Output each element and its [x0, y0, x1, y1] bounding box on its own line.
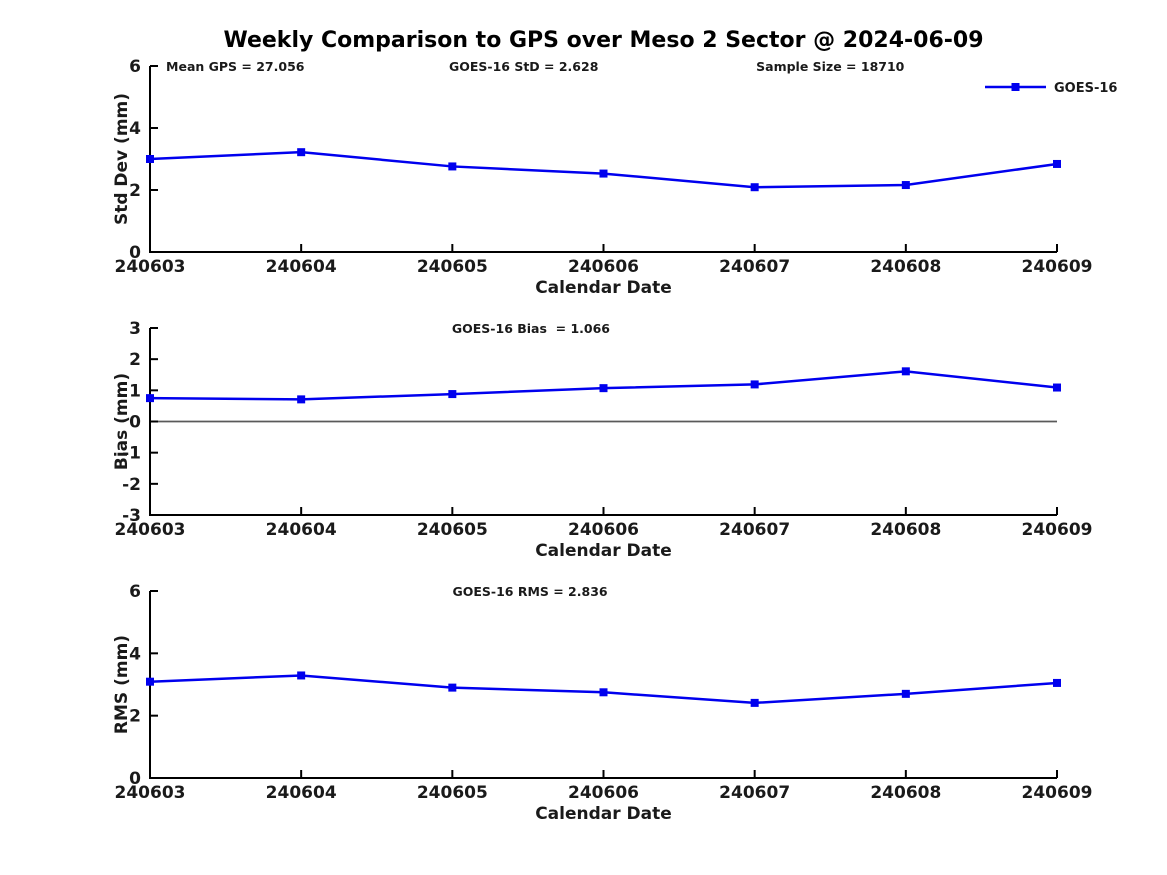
series-marker-std-dev	[599, 169, 608, 178]
series-marker-bias	[146, 394, 154, 403]
y-tick-label-std-dev: 0	[129, 243, 141, 263]
series-marker-bias	[448, 390, 457, 399]
y-tick-label-bias: -3	[122, 506, 141, 526]
y-tick-label-bias: 3	[129, 319, 141, 339]
series-marker-rms	[599, 688, 608, 697]
y-tick-label-rms: 4	[129, 644, 141, 664]
y-tick-label-rms: 6	[129, 582, 141, 602]
x-tick-label-std-dev: 240606	[568, 257, 639, 277]
y-tick-label-std-dev: 4	[129, 119, 141, 139]
x-tick-label-rms: 240605	[417, 783, 488, 803]
series-marker-std-dev	[1053, 159, 1061, 168]
annotation-bias: GOES-16 Bias = 1.066	[452, 321, 610, 336]
series-marker-bias	[599, 384, 608, 393]
x-tick-label-rms: 240607	[719, 783, 790, 803]
series-marker-rms	[750, 698, 759, 707]
annotation-std-dev: Mean GPS = 27.056	[166, 59, 305, 74]
series-marker-bias	[901, 367, 910, 376]
legend-std-dev: GOES-16	[985, 81, 1117, 96]
x-tick-label-rms: 240604	[266, 783, 337, 803]
x-axis-label-std-dev: Calendar Date	[535, 278, 672, 298]
y-tick-label-std-dev: 6	[129, 57, 141, 77]
x-tick-label-rms: 240606	[568, 783, 639, 803]
subplot-std-dev: 0 2 4 6 240603 240604 240605 240606 240607 240608…	[112, 57, 1117, 298]
series-marker-rms	[1053, 678, 1061, 687]
x-tick-label-rms: 240608	[870, 783, 941, 803]
y-axis-label-std-dev: Std Dev (mm)	[112, 93, 132, 225]
series-marker-rms	[901, 689, 910, 698]
x-tick-label-bias: 240606	[568, 520, 639, 540]
series-marker-rms	[297, 671, 306, 680]
annotation-rms: GOES-16 RMS = 2.836	[452, 584, 607, 599]
y-tick-label-std-dev: 2	[129, 181, 141, 201]
y-tick-label-bias: 0	[129, 413, 141, 433]
x-axis-label-rms: Calendar Date	[535, 804, 672, 824]
y-tick-label-bias: 1	[129, 381, 141, 401]
series-marker-rms	[146, 677, 154, 686]
legend-marker-sample	[1011, 83, 1020, 91]
series-marker-std-dev	[146, 155, 154, 163]
x-tick-label-bias: 240607	[719, 520, 790, 540]
annotation-std-dev: GOES-16 StD = 2.628	[449, 59, 598, 74]
series-marker-std-dev	[448, 162, 457, 171]
x-tick-label-bias: 240609	[1022, 520, 1093, 540]
series-marker-bias	[750, 380, 759, 389]
x-tick-label-std-dev: 240603	[115, 257, 186, 277]
subplot-bias: -3 -2 -1 0 1 2 3 240603 240604 240605 240606 240607…	[112, 319, 1092, 561]
series-marker-bias	[297, 395, 306, 404]
x-tick-label-std-dev: 240608	[870, 257, 941, 277]
x-tick-label-std-dev: 240604	[266, 257, 337, 277]
subplot-rms: 0 2 4 6 240603 240604 240605 240606 240607 240608…	[112, 582, 1092, 824]
y-tick-label-rms: 0	[129, 769, 141, 789]
x-tick-label-std-dev: 240607	[719, 257, 790, 277]
x-tick-label-bias: 240603	[115, 520, 186, 540]
series-marker-std-dev	[750, 183, 759, 192]
x-tick-label-bias: 240604	[266, 520, 337, 540]
figure-title: Weekly Comparison to GPS over Meso 2 Sec…	[223, 28, 984, 53]
series-marker-std-dev	[901, 181, 910, 190]
y-axis-label-bias: Bias (mm)	[112, 373, 132, 470]
x-tick-label-std-dev: 240609	[1022, 257, 1093, 277]
series-marker-rms	[448, 683, 457, 692]
legend-label: GOES-16	[1054, 81, 1117, 96]
y-axis-label-rms: RMS (mm)	[112, 635, 132, 734]
x-axis-label-bias: Calendar Date	[535, 541, 672, 561]
x-tick-label-rms: 240603	[115, 783, 186, 803]
y-tick-label-bias: 2	[129, 350, 141, 370]
y-tick-label-bias: -2	[122, 475, 141, 495]
y-tick-label-bias: -1	[122, 444, 141, 464]
x-tick-label-bias: 240608	[870, 520, 941, 540]
x-tick-label-bias: 240605	[417, 520, 488, 540]
annotation-std-dev: Sample Size = 18710	[756, 59, 905, 74]
series-marker-bias	[1053, 383, 1061, 392]
y-tick-label-rms: 2	[129, 707, 141, 727]
x-tick-label-std-dev: 240605	[417, 257, 488, 277]
series-marker-std-dev	[297, 148, 306, 157]
x-tick-label-rms: 240609	[1022, 783, 1093, 803]
